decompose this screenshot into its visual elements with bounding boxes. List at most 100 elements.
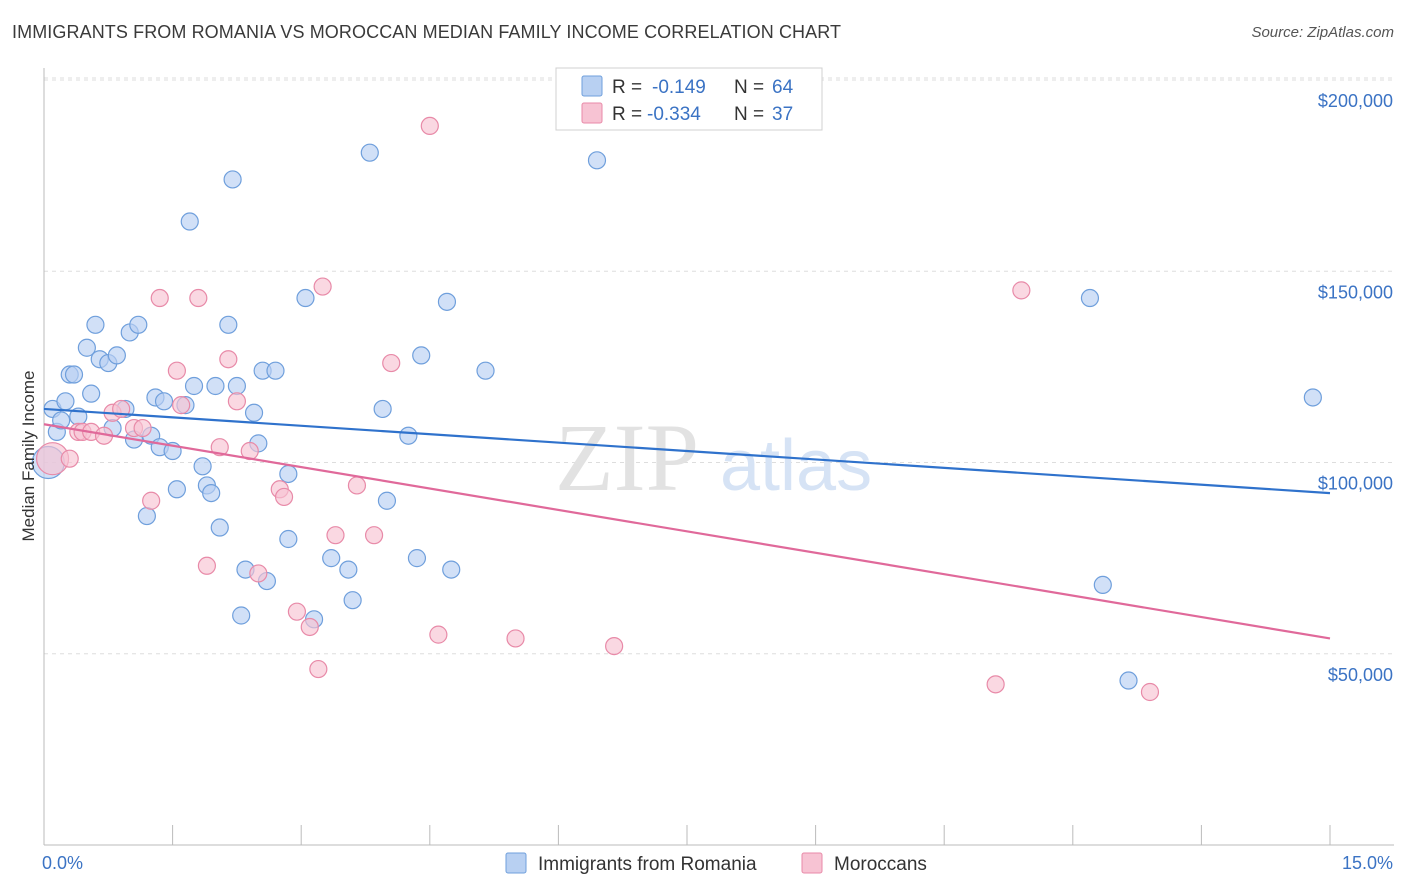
romania-point <box>202 484 221 503</box>
moroccan-point <box>309 659 328 679</box>
romania-point <box>107 346 126 365</box>
x-tick-labels: 0.0% 15.0% <box>42 853 1393 873</box>
y-tick-label: $200,000 <box>1318 91 1393 111</box>
y-tick-labels: $50,000 $100,000 $150,000 $200,000 <box>1318 91 1393 685</box>
bottom-legend-swatch-romania <box>505 852 527 874</box>
romania-point <box>64 365 84 384</box>
romania-point <box>223 170 242 189</box>
y-tick-label: $150,000 <box>1318 282 1393 302</box>
romania-point <box>129 315 148 334</box>
moroccan-point <box>172 396 191 415</box>
moroccan-point <box>347 476 367 495</box>
moroccan-point <box>210 438 229 457</box>
romania-point <box>343 591 362 610</box>
romania-point <box>1119 671 1138 690</box>
moroccan-point <box>133 418 152 438</box>
moroccan-point <box>60 449 79 468</box>
romania-point <box>442 560 461 579</box>
moroccan-point <box>167 361 186 380</box>
y-axis-title: Median Family Income <box>19 370 38 541</box>
romania-point <box>339 560 358 579</box>
romania-point <box>52 411 71 430</box>
watermark-zip: ZIP <box>555 404 699 511</box>
romania-trend-line <box>43 407 1331 495</box>
source-label: Source: ZipAtlas.com <box>1251 24 1394 41</box>
romania-point <box>1303 388 1322 407</box>
moroccan-point <box>605 636 624 656</box>
watermark: ZIP atlas <box>555 404 872 511</box>
moroccan-point <box>420 116 439 136</box>
romania-point <box>86 315 105 334</box>
romania-point <box>167 480 186 499</box>
romania-point <box>193 457 212 476</box>
romania-point <box>296 288 315 308</box>
x-tick-label: 0.0% <box>42 853 83 873</box>
trend-lines <box>43 407 1331 640</box>
moroccan-point <box>227 392 246 411</box>
axes <box>43 68 1394 846</box>
romania-point <box>399 426 418 445</box>
moroccan-point <box>219 350 238 369</box>
bottom-legend-label-moroccans: Moroccans <box>834 854 927 875</box>
romania-point <box>82 384 101 403</box>
romania-point <box>377 491 397 510</box>
moroccan-point <box>382 353 401 373</box>
moroccan-point <box>142 491 161 510</box>
y-tick-label: $50,000 <box>1328 665 1393 685</box>
romania-point <box>219 315 238 334</box>
moroccan-point <box>287 602 307 621</box>
romania-point <box>1093 575 1112 595</box>
legend-swatch-moroccans <box>581 102 603 124</box>
moroccan-point <box>249 564 268 583</box>
legend-r-label-romania: R = <box>612 77 642 98</box>
legend-n-label-romania: N = <box>734 77 764 98</box>
romania-point <box>407 549 427 568</box>
moroccan-point <box>274 487 294 507</box>
legend-n-label-moroccans: N = <box>734 104 764 125</box>
romania-point <box>587 151 607 170</box>
x-tick-label: 15.0% <box>1342 853 1393 873</box>
stats-legend: R = -0.149 N = 64 R = -0.334 N = 37 <box>555 67 823 131</box>
romania-point <box>180 212 199 231</box>
romania-point <box>56 392 75 411</box>
romania-point <box>232 606 251 625</box>
romania-point <box>279 529 298 549</box>
legend-swatch-romania <box>581 75 603 97</box>
moroccan-point <box>364 526 384 545</box>
romania-point <box>184 376 204 396</box>
legend-n-value-moroccans: 37 <box>772 104 793 125</box>
romania-point <box>373 399 392 419</box>
moroccan-point <box>313 277 332 296</box>
romania-point <box>137 506 156 526</box>
series-legend: Immigrants from Romania Moroccans <box>505 852 927 875</box>
moroccan-point <box>1140 682 1160 702</box>
legend-r-label-moroccans: R = <box>612 104 642 125</box>
moroccan-point <box>1012 281 1031 300</box>
legend-r-value-moroccans: -0.334 <box>647 104 701 125</box>
bottom-legend-label-romania: Immigrants from Romania <box>538 854 757 875</box>
moroccan-point <box>197 556 216 575</box>
romania-point <box>279 464 298 484</box>
romania-point <box>322 549 341 568</box>
romania-point <box>206 376 225 396</box>
romania-point <box>227 376 246 396</box>
romania-point <box>244 403 264 422</box>
legend-n-value-romania: 64 <box>772 77 794 98</box>
moroccan-trend-line <box>43 423 1331 640</box>
romania-point <box>1080 288 1100 308</box>
watermark-atlas: atlas <box>720 426 872 506</box>
romania-point <box>437 292 457 311</box>
legend-r-value-romania: -0.149 <box>652 77 706 98</box>
romania-point <box>266 361 285 380</box>
romania-point <box>154 392 174 411</box>
moroccan-point <box>506 629 525 648</box>
moroccan-point <box>189 288 208 308</box>
moroccan-point <box>429 625 448 644</box>
series-moroccans-points <box>35 116 1160 702</box>
romania-point <box>412 346 431 365</box>
y-tick-label: $100,000 <box>1318 474 1393 494</box>
moroccan-point <box>986 675 1005 694</box>
romania-point <box>77 338 96 357</box>
moroccan-point <box>326 526 345 545</box>
